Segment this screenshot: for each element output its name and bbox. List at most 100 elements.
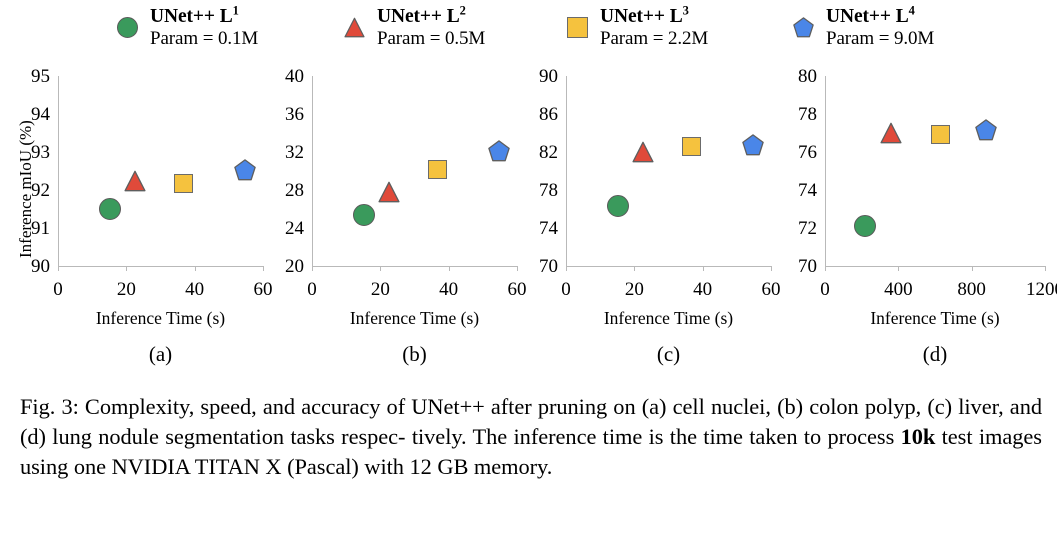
legend-entry-2: UNet++ L2 Param = 0.5M (344, 3, 485, 50)
legend-marker-2 (344, 17, 366, 39)
x-tick-label: 20 (624, 279, 644, 300)
data-point-square (427, 159, 447, 179)
data-point-triangle (124, 170, 146, 192)
pentagon-marker (233, 159, 256, 181)
subfigure-caption: (b) (402, 342, 427, 366)
y-tick-label: 82 (539, 142, 558, 163)
chart-b: 40 36 32 28 24 20 0 20 40 60 Inference Time (s) (b) (259, 62, 527, 366)
data-point-circle (854, 215, 877, 238)
legend-model-name-3: UNet++ L3 (600, 3, 708, 28)
legend-marker-4 (793, 16, 815, 39)
square-marker (427, 159, 447, 179)
caption-figure-number: Fig. 3: (20, 394, 79, 419)
caption-line-3a: tively. The inference time is the time t… (411, 424, 901, 450)
circle-marker (606, 195, 629, 218)
y-axis-line (58, 76, 59, 266)
x-tick-label: 0 (561, 279, 571, 300)
caption-line-2: nuclei, (b) colon polyp, (c) liver, and … (20, 394, 1042, 450)
circle-marker (117, 16, 138, 38)
subfigure-caption: (d) (922, 342, 948, 366)
x-axis-tick (566, 266, 567, 271)
legend-param-3: Param = 2.2M (600, 28, 709, 50)
data-point-square (173, 174, 193, 194)
legend-model-level-2: 2 (459, 3, 466, 18)
data-point-pentagon (487, 140, 510, 162)
caption-line-4: NVIDIA TITAN X (Pascal) with 12 GB memor… (111, 454, 553, 480)
x-tick-label: 60 (253, 279, 273, 300)
y-axis-line (566, 76, 567, 266)
legend-param-4: Param = 9.0M (826, 28, 935, 50)
figure-legend: UNet++ L1 Param = 0.1M UNet++ L2 Param = 0.… (0, 2, 1057, 58)
legend-text-3: UNet++ L3 Param = 2.2M (600, 3, 709, 50)
circle-marker (98, 198, 121, 220)
x-tick-label: 800 (957, 279, 986, 300)
y-tick-label: 80 (798, 66, 817, 87)
x-axis-line (566, 266, 771, 267)
data-point-pentagon (975, 119, 998, 141)
legend-model-level-4: 4 (908, 3, 915, 18)
y-axis-line (312, 76, 313, 266)
data-point-circle (352, 203, 375, 226)
pentagon-marker (487, 140, 510, 162)
legend-text-4: UNet++ L4 Param = 9.0M (826, 3, 935, 50)
legend-model-name-1: UNet++ L1 (150, 4, 258, 28)
x-tick-label: 0 (820, 279, 830, 300)
y-tick-label: 24 (285, 218, 304, 239)
y-tick-label: 36 (285, 104, 304, 125)
circle-marker (352, 203, 375, 226)
legend-param-1: Param = 0.1M (150, 28, 259, 50)
data-point-pentagon (741, 134, 764, 156)
x-tick-label: 0 (307, 279, 317, 300)
x-axis-title: Inference Time (s) (95, 308, 226, 328)
x-axis-title: Inference Time (s) (603, 308, 734, 328)
y-tick-label: 95 (31, 66, 50, 87)
triangle-marker (378, 181, 400, 203)
pentagon-marker (975, 119, 998, 141)
chart-d: 80 78 76 74 72 700 400 800 1200 Inference Time (s… (777, 62, 1057, 366)
y-tick-label: 70 (539, 256, 558, 277)
y-tick-label: 78 (798, 104, 817, 125)
legend-text-1: UNet++ L1 Param = 0.1M (150, 4, 259, 50)
subfigure-caption: (a) (148, 342, 173, 366)
x-axis-tick (1045, 266, 1046, 271)
y-tick-label: 90 (539, 66, 558, 87)
x-tick-label: 60 (507, 279, 527, 300)
x-tick-label: 40 (185, 279, 205, 300)
y-tick-label: 40 (285, 66, 304, 87)
triangle-marker (344, 17, 365, 38)
x-axis-tick (517, 266, 518, 271)
triangle-marker (880, 122, 902, 144)
x-axis-line (58, 266, 263, 267)
caption-emphasis-10k: 10k (900, 424, 936, 450)
legend-entry-3: UNet++ L3 Param = 2.2M (567, 3, 709, 50)
legend-model-level-3: 3 (682, 3, 689, 18)
x-tick-label: 0 (53, 279, 63, 300)
square-marker (173, 174, 193, 194)
data-point-square (931, 125, 950, 145)
x-tick-label: 20 (116, 279, 136, 300)
x-axis-tick (971, 266, 973, 271)
y-tick-label: 32 (285, 142, 304, 163)
square-marker (931, 125, 950, 145)
chart-a: 95 94 93 92 91 90 0 20 40 60 Inference Time (s) Inf… (0, 62, 273, 366)
square-marker (567, 16, 588, 38)
pentagon-marker (741, 134, 764, 156)
y-tick-label: 70 (798, 256, 817, 277)
chart-c: 90 86 82 78 74 70 0 20 40 60 Inference Time (s) (c) (518, 62, 781, 366)
figure-caption: Fig. 3: Complexity, speed, and accuracy … (20, 392, 1042, 482)
x-tick-label: 20 (370, 279, 390, 300)
x-axis-tick (898, 266, 900, 271)
data-point-square (681, 136, 701, 156)
x-axis-title: Inference Time (s) (349, 308, 480, 328)
x-axis-tick (126, 266, 128, 271)
circle-marker (854, 215, 877, 238)
data-point-circle (98, 198, 121, 220)
y-tick-label: 93 (31, 142, 50, 163)
y-tick-label: 20 (285, 256, 304, 277)
y-tick-label: 91 (31, 218, 50, 239)
y-tick-label: 74 (539, 218, 558, 239)
legend-model-base-1: UNet++ L (150, 6, 233, 27)
y-tick-label: 94 (31, 104, 50, 125)
x-axis-line (825, 266, 1045, 267)
